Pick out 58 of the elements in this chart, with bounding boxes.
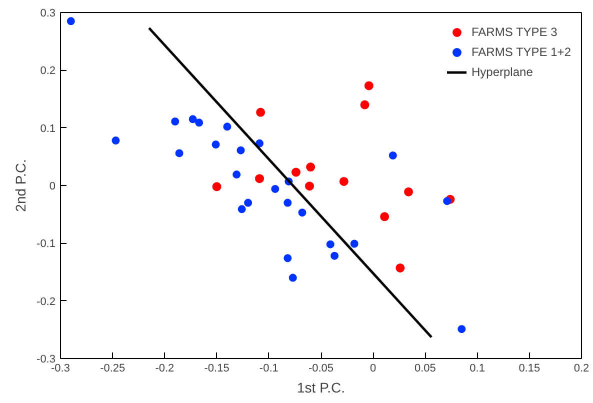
x-tick-label: -0.25: [100, 362, 126, 374]
x-tick-label: -0.05: [308, 362, 334, 374]
y-axis-title: 2nd P.C.: [12, 159, 29, 212]
point: [298, 208, 306, 217]
point: [443, 197, 452, 206]
point: [171, 117, 180, 126]
x-tick-label: 0.2: [574, 362, 590, 374]
point: [212, 140, 220, 149]
point: [66, 17, 75, 26]
point: [236, 146, 245, 154]
point: [339, 176, 348, 186]
point: [364, 81, 374, 90]
point: [380, 212, 390, 222]
point: [326, 240, 334, 248]
x-tick-label: 0.15: [518, 362, 540, 374]
y-tick-label: -0.3: [36, 354, 56, 366]
point: [291, 168, 300, 177]
point: [188, 115, 197, 124]
point: [244, 198, 252, 207]
point: [271, 184, 280, 193]
y-tick-label: -0.2: [36, 296, 56, 308]
legend-label: FARMS TYPE 3: [472, 25, 558, 39]
point: [388, 152, 397, 160]
point: [396, 263, 405, 272]
point: [458, 325, 466, 334]
x-tick-label: 0.1: [470, 362, 485, 374]
point: [284, 254, 292, 262]
x-tick-label: -0.2: [155, 362, 174, 374]
point: [288, 274, 297, 282]
x-tick-label: -0.15: [204, 362, 230, 374]
y-tick-label: -0.1: [36, 238, 56, 250]
legend-label: FARMS TYPE 1+2: [472, 45, 571, 59]
x-tick-label: -0.3: [51, 362, 70, 374]
x-axis-title: 1st P.C.: [297, 380, 346, 396]
point: [256, 108, 266, 117]
point: [255, 174, 264, 184]
point: [350, 240, 358, 248]
point: [305, 182, 314, 191]
point: [232, 170, 241, 179]
point: [223, 122, 232, 131]
point: [212, 182, 222, 192]
point: [330, 252, 339, 260]
point: [238, 205, 246, 214]
point: [195, 118, 204, 127]
x-tick-label: 0.05: [414, 362, 436, 374]
y-tick-label: 0: [49, 180, 56, 192]
legend-label: Hyperplane: [472, 65, 533, 79]
point: [360, 100, 370, 110]
y-tick-label: 0.3: [40, 8, 56, 20]
point: [175, 149, 184, 158]
y-tick-label: 0.2: [40, 65, 56, 78]
x-tick-label: 0: [370, 362, 376, 374]
y-tick-label: 0.1: [40, 122, 56, 135]
point: [404, 187, 414, 196]
x-tick-label: -0.1: [259, 362, 278, 374]
point: [306, 162, 316, 172]
point: [284, 198, 292, 207]
point: [112, 136, 120, 145]
